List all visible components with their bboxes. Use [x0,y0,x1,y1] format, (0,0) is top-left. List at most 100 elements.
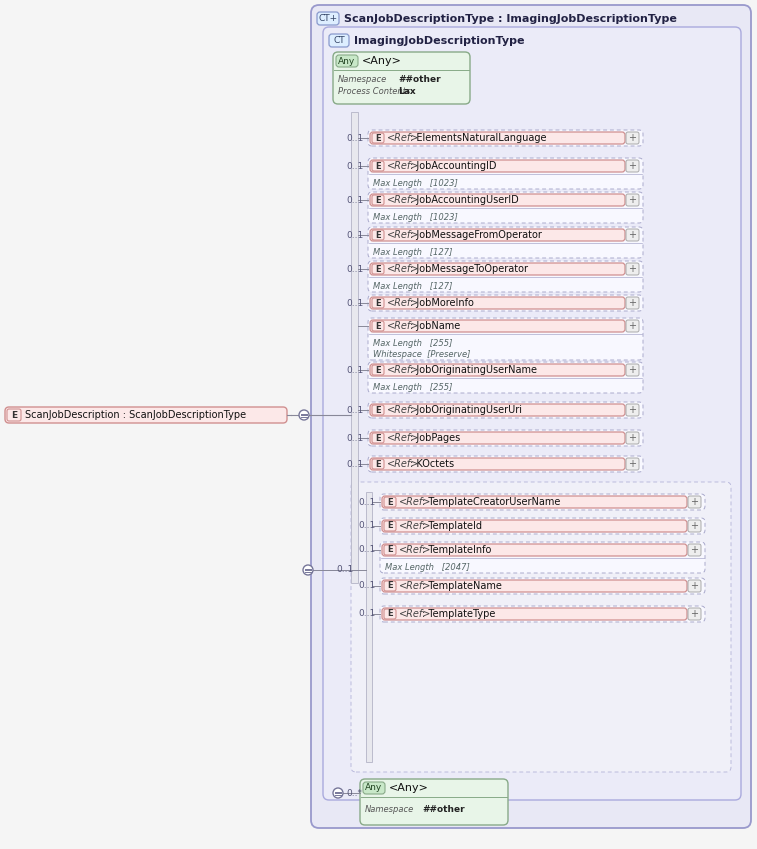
Bar [351,112,358,583]
FancyBboxPatch shape [382,580,687,592]
FancyBboxPatch shape [368,261,643,292]
FancyBboxPatch shape [360,779,508,825]
FancyBboxPatch shape [384,545,396,555]
Text: ##other: ##other [422,805,465,813]
FancyBboxPatch shape [363,782,385,794]
Text: : ElementsNaturalLanguage: : ElementsNaturalLanguage [410,133,547,143]
Text: +: + [628,195,637,205]
Text: : TemplateInfo: : TemplateInfo [422,545,491,555]
FancyBboxPatch shape [382,520,687,532]
Text: E: E [387,610,393,619]
Text: 0..1: 0..1 [347,161,364,171]
Text: : JobOriginatingUserUri: : JobOriginatingUserUri [410,405,522,415]
Text: : JobName: : JobName [410,321,460,331]
FancyBboxPatch shape [626,160,639,172]
Text: : JobAccountingUserID: : JobAccountingUserID [410,195,519,205]
FancyBboxPatch shape [626,320,639,332]
FancyBboxPatch shape [323,27,741,800]
FancyBboxPatch shape [370,320,625,332]
Text: ScanJobDescription : ScanJobDescriptionType: ScanJobDescription : ScanJobDescriptionT… [25,410,246,420]
Text: 0..1: 0..1 [347,265,364,273]
FancyBboxPatch shape [626,404,639,416]
Text: E: E [375,133,381,143]
Text: 0..1: 0..1 [359,610,376,619]
Text: Max Length   [1023]: Max Length [1023] [373,178,458,188]
Text: 0..1: 0..1 [347,299,364,307]
Text: +: + [690,609,699,619]
FancyBboxPatch shape [370,432,625,444]
FancyBboxPatch shape [333,52,470,104]
Text: 0..1: 0..1 [359,546,376,554]
FancyBboxPatch shape [380,578,705,594]
Text: <Ref>: <Ref> [387,195,419,205]
Text: 0..1: 0..1 [359,582,376,591]
Text: 0..1: 0..1 [359,521,376,531]
FancyBboxPatch shape [626,194,639,206]
Text: Max Length   [127]: Max Length [127] [373,248,453,256]
Text: <Ref>: <Ref> [387,433,419,443]
Text: Any: Any [338,57,356,65]
Text: Whitespace  [Preserve]: Whitespace [Preserve] [373,350,470,358]
FancyBboxPatch shape [382,544,687,556]
Text: <Ref>: <Ref> [387,161,419,171]
FancyBboxPatch shape [688,544,701,556]
Text: Max Length   [255]: Max Length [255] [373,339,453,347]
Text: <Ref>: <Ref> [399,609,431,619]
FancyBboxPatch shape [626,458,639,470]
FancyBboxPatch shape [372,321,384,331]
Text: E: E [387,498,393,507]
FancyBboxPatch shape [688,496,701,508]
FancyBboxPatch shape [370,263,625,275]
Text: 0..*: 0..* [346,789,362,797]
Text: +: + [690,581,699,591]
Text: E: E [387,521,393,531]
FancyBboxPatch shape [368,295,643,311]
Text: Max Length   [127]: Max Length [127] [373,282,453,290]
Text: : JobMessageFromOperator: : JobMessageFromOperator [410,230,542,240]
FancyBboxPatch shape [368,430,643,446]
Text: E: E [375,195,381,205]
Text: : JobOriginatingUserName: : JobOriginatingUserName [410,365,537,375]
FancyBboxPatch shape [382,496,687,508]
FancyBboxPatch shape [372,433,384,443]
Text: +: + [628,433,637,443]
FancyBboxPatch shape [372,298,384,308]
FancyBboxPatch shape [372,230,384,240]
FancyBboxPatch shape [380,542,705,573]
FancyBboxPatch shape [368,456,643,472]
FancyBboxPatch shape [370,458,625,470]
FancyBboxPatch shape [626,229,639,241]
FancyBboxPatch shape [317,12,339,25]
Text: +: + [628,365,637,375]
Text: +: + [628,321,637,331]
Text: <Ref>: <Ref> [399,581,431,591]
Text: 0..1: 0..1 [347,366,364,374]
FancyBboxPatch shape [368,402,643,418]
Text: : JobAccountingID: : JobAccountingID [410,161,497,171]
FancyBboxPatch shape [372,133,384,143]
Text: 0..1: 0..1 [347,230,364,239]
Text: E: E [11,411,17,419]
Circle shape [333,788,343,798]
FancyBboxPatch shape [311,5,751,828]
Text: +: + [690,521,699,531]
Text: <Ref>: <Ref> [387,264,419,274]
Text: <Ref>: <Ref> [387,321,419,331]
Text: ##other: ##other [398,75,441,83]
FancyBboxPatch shape [372,459,384,469]
FancyBboxPatch shape [380,518,705,534]
FancyBboxPatch shape [626,364,639,376]
Text: : TemplateId: : TemplateId [422,521,482,531]
FancyBboxPatch shape [626,297,639,309]
Text: E: E [375,434,381,442]
Text: Any: Any [366,784,382,792]
Text: : TemplateName: : TemplateName [422,581,502,591]
FancyBboxPatch shape [370,132,625,144]
FancyBboxPatch shape [384,521,396,531]
FancyBboxPatch shape [368,362,643,393]
Text: <Ref>: <Ref> [387,298,419,308]
Text: : JobPages: : JobPages [410,433,460,443]
FancyBboxPatch shape [384,497,396,507]
Text: 0..1: 0..1 [347,406,364,414]
FancyBboxPatch shape [372,195,384,205]
